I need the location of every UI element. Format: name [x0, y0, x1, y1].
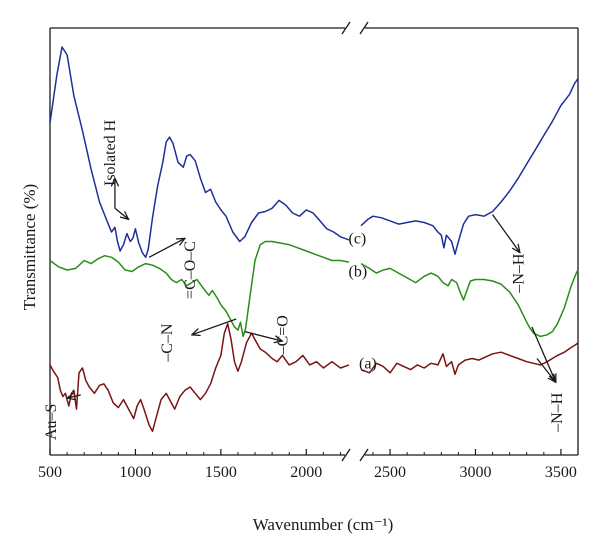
annotation-arrow	[67, 395, 81, 398]
annotation-0: Isolated H	[102, 119, 129, 219]
axis-break-mark-top	[341, 21, 369, 35]
annotation-arrow	[492, 214, 520, 253]
x-tick-label: 3500	[545, 464, 577, 481]
x-tick-label: 2500	[374, 464, 406, 481]
x-tick-label: 1000	[119, 464, 151, 481]
x-tick-layer: 500 1000 1500 2000 2500 3000 3500	[38, 449, 579, 481]
annotation-label: –N–H	[549, 392, 566, 433]
annotation-label: Au–S	[43, 404, 60, 440]
series-line-a-right	[360, 342, 579, 376]
curve-label-c: (c)	[349, 230, 367, 247]
annotation-5: –N–H	[531, 326, 566, 433]
y-axis-title: Transmittance (%)	[20, 184, 39, 310]
annotation-layer: (c) (b) (a) Isolated H =C–O–C –C–N –C=O –N–H –N–…	[43, 119, 566, 440]
curve-label-a: (a)	[359, 355, 377, 372]
annotation-label: =C–O–C	[182, 241, 199, 299]
annotation-arrow	[192, 318, 237, 335]
annotation-arrow-secondary	[114, 207, 129, 219]
annotation-arrow	[148, 238, 185, 258]
x-tick-label: 1500	[205, 464, 237, 481]
series-line-c-left	[49, 46, 350, 259]
curve-label-b: (b)	[349, 264, 368, 281]
x-tick-label: 500	[38, 464, 62, 481]
annotation-3: –C=O	[244, 315, 292, 355]
annotation-4: –N–H	[492, 214, 527, 294]
annotation-arrow-secondary	[536, 358, 556, 383]
annotation-2: –C–N	[159, 318, 237, 363]
x-axis-title: Wavenumber (cm⁻¹)	[253, 515, 394, 534]
series-line-a-left	[49, 322, 350, 433]
axis-break-mark-bottom	[341, 448, 369, 462]
x-tick-label: 2000	[290, 464, 322, 481]
annotation-arrow	[531, 326, 556, 382]
plot-frame	[49, 21, 579, 462]
annotation-6: Au–S	[43, 395, 81, 440]
series-line-b-right	[360, 262, 579, 338]
annotation-label: Isolated H	[102, 119, 119, 186]
annotation-label: –C–N	[159, 323, 176, 363]
annotation-label: –N–H	[510, 253, 527, 294]
annotation-1: =C–O–C	[148, 238, 199, 299]
series-layer	[49, 46, 579, 433]
series-line-c-right	[360, 78, 579, 255]
x-tick-label: 3000	[459, 464, 491, 481]
annotation-arrow	[244, 331, 283, 341]
series-line-b-left	[49, 240, 350, 338]
annotation-label: –C=O	[275, 315, 292, 355]
